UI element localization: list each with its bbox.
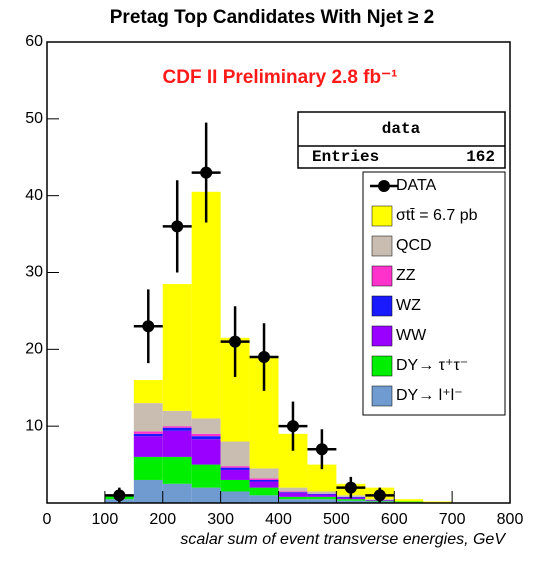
data-point [373,489,386,502]
y-tick-label: 50 [25,110,43,127]
histogram-segment [162,284,192,411]
data-point [258,351,271,364]
data-point [113,489,126,502]
histogram-segment [133,380,163,404]
histogram-segment [191,418,221,434]
x-tick-label: 100 [92,511,119,528]
stats-title: data [382,120,421,138]
histogram-segment [336,500,366,503]
histogram-segment [307,496,337,500]
data-point [142,320,155,333]
histogram-segment [278,493,308,497]
histogram-segment [191,464,221,488]
histogram-segment [336,499,366,501]
histogram-segment [162,483,192,503]
histogram-segment [249,481,279,488]
stats-label: Entries [312,148,379,166]
legend-label: WW [396,327,427,344]
histogram-segment [278,499,308,503]
legend-swatch [371,265,393,287]
legend-swatch [371,355,393,377]
histogram-segment [249,468,279,479]
histogram-segment [220,469,250,480]
histogram-segment [249,495,279,503]
histogram-segment [162,430,192,457]
data-point [344,481,357,494]
histogram-segment [278,492,308,494]
x-axis-label: scalar sum of event transverse energies,… [180,531,506,548]
histogram-segment [249,479,279,482]
stats-box [297,111,506,169]
chart-title: Pretag Top Candidates With Njet ≥ 2 [110,7,435,28]
histogram-segment [162,456,192,484]
histogram-segment [133,433,163,437]
histogram-segment [278,496,308,500]
histogram-segment [133,456,163,480]
histogram-segment [162,427,192,431]
histogram-segment [249,487,279,496]
data-point [229,335,242,348]
x-tick-label: 700 [439,511,466,528]
legend-swatch [371,205,393,227]
y-tick-label: 40 [25,187,43,204]
histogram-segment [249,478,279,480]
y-tick-label: 60 [25,33,43,50]
data-point [286,420,299,433]
histogram-segment [133,479,163,503]
legend-label: DY→ τ⁺τ⁻ [396,357,468,374]
histogram-segment [307,493,337,495]
x-tick-label: 800 [497,511,524,528]
legend-swatch [371,295,393,317]
histogram-segment [220,479,250,492]
histogram-segment [220,441,250,467]
legend-label: DY→ l⁺l⁻ [396,387,463,404]
histogram-segment [307,499,337,503]
x-tick-label: 300 [207,511,234,528]
data-point [200,166,213,179]
histogram-segment [191,191,221,419]
legend-label: WZ [396,297,421,314]
histogram-segment [307,491,337,494]
legend-label: ZZ [396,267,416,284]
x-tick-label: 600 [381,511,408,528]
x-tick-label: 400 [265,511,292,528]
stats-value: 162 [466,148,495,166]
histogram-segment [394,499,424,502]
histogram-segment [162,426,192,428]
data-point [171,220,184,233]
x-tick-label: 0 [43,511,52,528]
histogram-segment [162,410,192,427]
histogram-segment [307,494,337,497]
y-tick-label: 10 [25,417,43,434]
histogram-segment [220,467,250,470]
histogram-segment [423,501,453,503]
histogram-segment [133,403,163,432]
legend-swatch [371,235,393,257]
histogram-segment [191,436,221,440]
annotation: CDF II Preliminary 2.8 fb⁻¹ [163,67,398,88]
legend-swatch [371,385,393,407]
histogram-segment [220,466,250,468]
y-tick-label: 30 [25,264,43,281]
x-tick-label: 500 [323,511,350,528]
legend-marker [378,180,390,192]
legend-swatch [371,325,393,347]
y-tick-label: 20 [25,341,43,358]
histogram-segment [394,501,424,503]
legend-label: σtt̄ = 6.7 pb [396,207,478,224]
x-tick-label: 200 [149,511,176,528]
histogram-segment [133,431,163,434]
histogram-segment [278,487,308,492]
histogram-segment [133,436,163,457]
histogram-segment [191,487,221,503]
legend-label: DATA [396,177,437,194]
plot-area [104,122,453,503]
legend-label: QCD [396,237,432,254]
histogram-segment [220,491,250,503]
histogram-segment [191,433,221,437]
data-point [315,443,328,456]
histogram-segment [278,491,308,493]
histogram-segment [191,439,221,465]
